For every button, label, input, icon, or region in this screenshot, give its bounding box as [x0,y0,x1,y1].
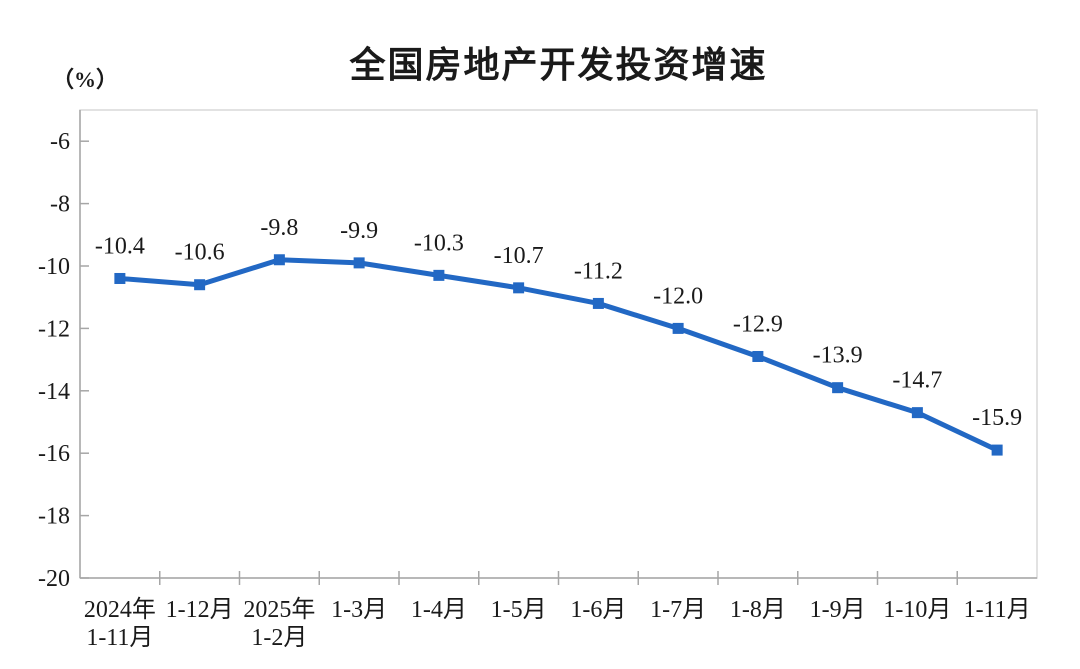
data-point-label: -15.9 [972,405,1022,431]
x-category-label: 2024年 [84,596,156,623]
x-category-label: 1-11月 [964,597,1031,623]
data-point-label: -9.9 [340,218,378,244]
x-category-label: 1-9月 [810,597,866,623]
y-tick-label: -10 [38,254,70,280]
data-point-label: -10.3 [414,230,464,256]
data-point-label: -12.0 [653,283,703,309]
chart-title: 全国房地产开发投资增速 [349,44,768,85]
y-tick-label: -8 [50,192,70,218]
data-point-marker [752,350,764,362]
x-category-label-line2: 1-2月 [251,625,307,651]
x-category-label: 1-10月 [883,597,951,623]
data-point-marker [114,272,126,284]
data-point-marker [194,279,206,291]
data-line [117,257,1000,453]
data-point-marker [911,407,923,419]
x-category-label: 1-8月 [730,597,786,623]
data-point-label: -13.9 [813,343,863,369]
x-category-label: 1-12月 [166,597,234,623]
data-point-label: -10.7 [494,243,544,269]
data-point-marker [991,444,1003,456]
data-point-label: -11.2 [574,258,623,284]
data-point-label: -10.6 [175,240,225,266]
y-tick-label: -6 [50,129,70,155]
y-tick-label: -20 [38,566,70,592]
y-tick-label: -18 [38,504,70,530]
data-point-label: -9.8 [260,215,298,241]
x-category-label: 1-6月 [570,597,626,623]
x-category-label: 1-3月 [331,597,387,623]
data-point-marker [832,382,844,394]
y-tick-label: -16 [38,441,70,467]
x-category-label: 2025年 [243,596,315,623]
y-tick-label: -12 [38,316,70,342]
data-point-label: -14.7 [892,368,942,394]
x-category-label: 1-4月 [411,597,467,623]
y-tick-label: -14 [38,379,70,405]
x-category-label: 1-5月 [491,597,547,623]
x-category-label: 1-7月 [650,597,706,623]
data-point-marker [513,282,525,294]
data-point-label: -12.9 [733,311,783,337]
data-point-marker [672,322,684,334]
data-point-marker [592,297,604,309]
data-point-marker [433,269,445,281]
plot-border [79,109,1038,579]
x-category-label-line2: 1-11月 [86,625,153,651]
y-axis-unit-label: （%） [52,67,119,92]
data-point-label: -10.4 [95,233,145,259]
data-point-marker [273,254,285,266]
data-point-marker [353,257,365,269]
